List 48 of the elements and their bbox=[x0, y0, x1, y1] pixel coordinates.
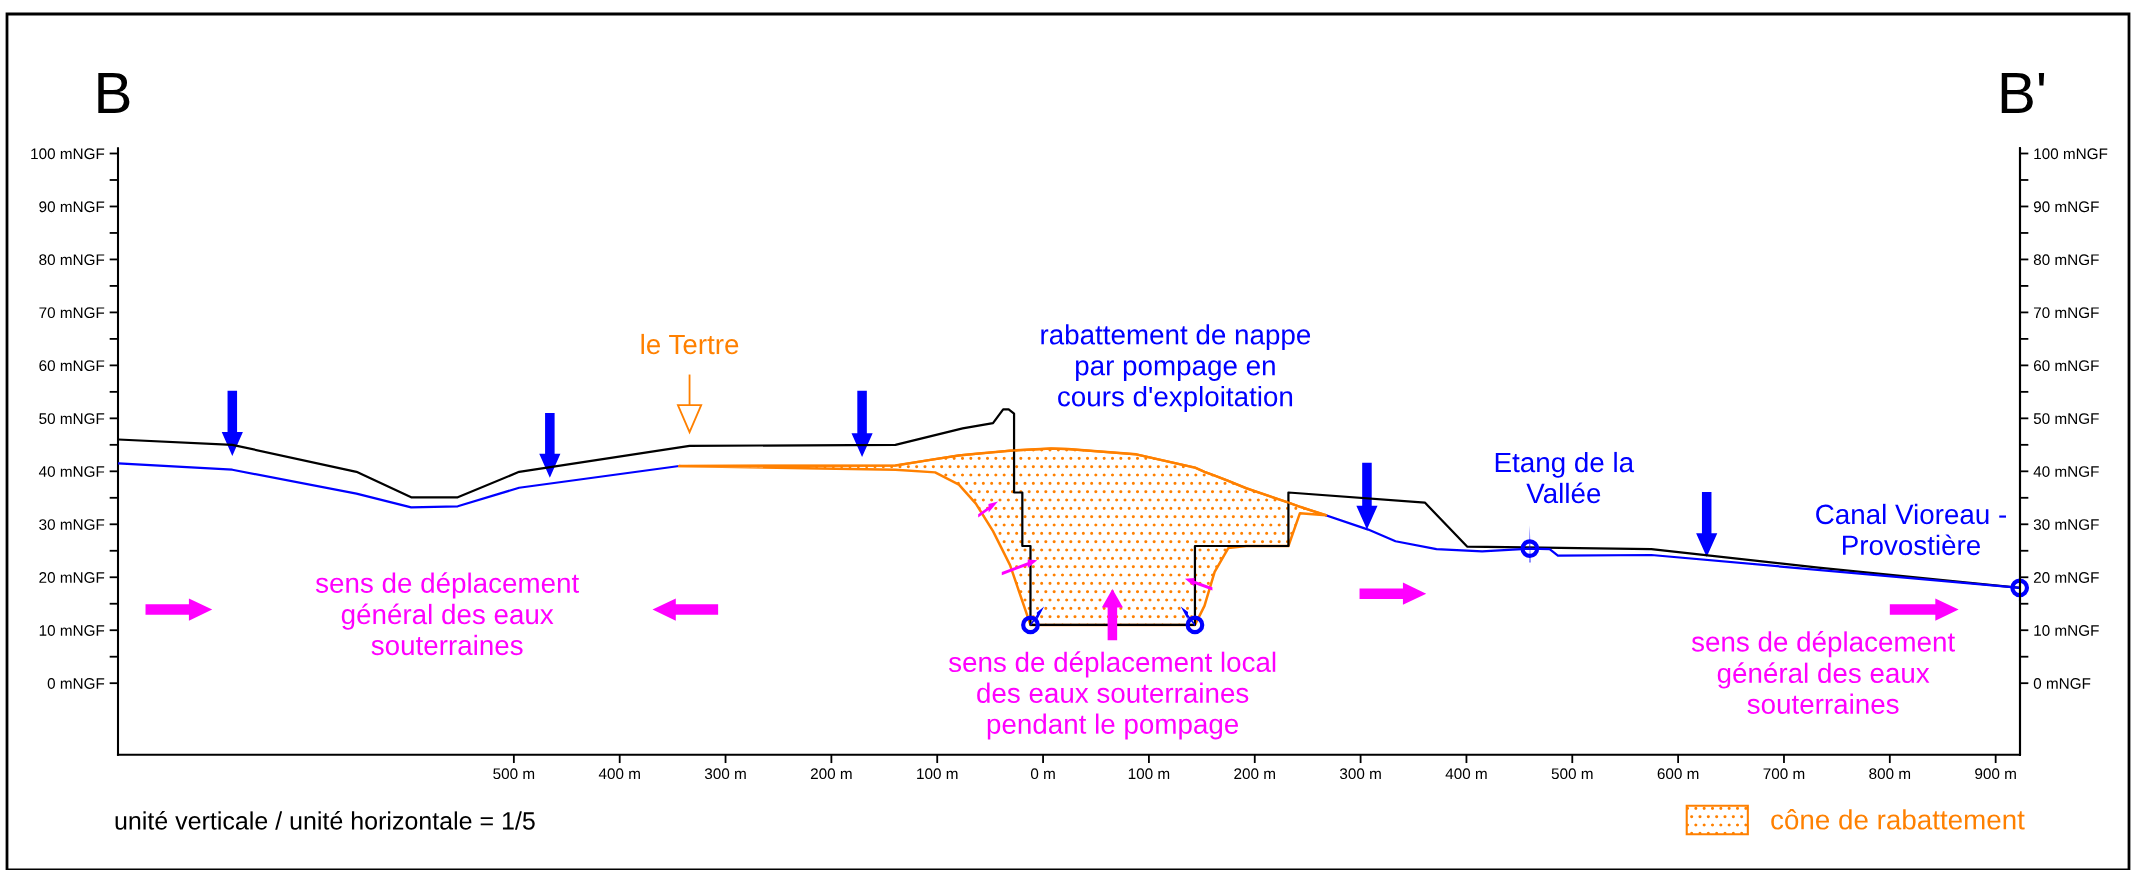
annotation: Canal Vioreau - Provostière bbox=[1816, 503, 2007, 556]
y2-tick-label: 0 mNGF bbox=[2033, 678, 2091, 689]
y-tick-label: 90 mNGF bbox=[39, 201, 105, 213]
y-tick-label: 20 mNGF bbox=[39, 572, 105, 583]
y-tick-label: 40 mNGF bbox=[38, 466, 105, 477]
y2-tick-label: 40 mNGF bbox=[2033, 466, 2099, 477]
y2-tick-label: 10 mNGF bbox=[2034, 625, 2099, 636]
y2-tick-label: 30 mNGF bbox=[2033, 519, 2099, 530]
annotation: le Tertre bbox=[641, 333, 739, 355]
x-tick-label: 600 m bbox=[1657, 768, 1699, 780]
y-tick-label: 100 mNGF bbox=[31, 148, 105, 160]
annotation: Etang de la Vallée bbox=[1495, 451, 1635, 504]
y-tick-label: 70 mNGF bbox=[39, 307, 105, 319]
y-tick-label: 50 mNGF bbox=[39, 413, 105, 425]
x-tick-label: 900 m bbox=[1975, 768, 2016, 780]
y2-tick-label: 90 mNGF bbox=[2033, 201, 2099, 213]
annotation: sens de déplacement général des eaux souterraines bbox=[1691, 631, 1955, 714]
y-tick-label: 80 mNGF bbox=[39, 254, 105, 266]
x-tick-label: 100 m bbox=[917, 768, 958, 780]
x-tick-label: 800 m bbox=[1869, 768, 1911, 780]
x-tick-label: 200 m bbox=[810, 768, 852, 780]
x-tick-label: 0 m bbox=[1030, 768, 1055, 780]
y2-tick-label: 70 mNGF bbox=[2033, 307, 2099, 319]
x-tick-label: 400 m bbox=[598, 768, 640, 780]
annotation: sens de déplacement général des eaux souterraines bbox=[315, 572, 580, 656]
y2-tick-label: 50 mNGF bbox=[2033, 413, 2099, 425]
text: B bbox=[98, 72, 130, 114]
y2-tick-label: 80 mNGF bbox=[2033, 254, 2099, 266]
x-tick-label: 400 m bbox=[1445, 768, 1487, 780]
y-tick-label: 60 mNGF bbox=[39, 360, 105, 372]
text: unité verticale / unité horizontale = 1/5 bbox=[115, 811, 535, 830]
x-tick-label: 500 m bbox=[1551, 768, 1593, 780]
y2-tick-label: 20 mNGF bbox=[2033, 572, 2099, 583]
x-tick-label: 100 m bbox=[1128, 768, 1170, 780]
x-tick-label: 500 m bbox=[493, 768, 535, 780]
x-tick-label: 300 m bbox=[704, 768, 746, 780]
x-tick-label: 700 m bbox=[1763, 768, 1805, 780]
x-tick-label: 200 m bbox=[1234, 768, 1275, 780]
y-tick-label: 30 mNGF bbox=[39, 519, 105, 530]
annotation: rabattement de nappe par pompage en cours d'exploitation bbox=[1041, 324, 1311, 412]
text: cône de rabattement bbox=[1771, 809, 2025, 830]
text: B' bbox=[2001, 72, 2045, 114]
y2-tick-label: 60 mNGF bbox=[2033, 360, 2099, 372]
annotation: sens de déplacement local des eaux souterraines pendant le pompage bbox=[948, 651, 1276, 740]
y2-tick-label: 100 mNGF bbox=[2034, 148, 2108, 160]
x-tick-label: 300 m bbox=[1339, 768, 1381, 780]
y-tick-label: 0 mNGF bbox=[47, 678, 105, 689]
y-tick-label: 10 mNGF bbox=[39, 625, 105, 636]
